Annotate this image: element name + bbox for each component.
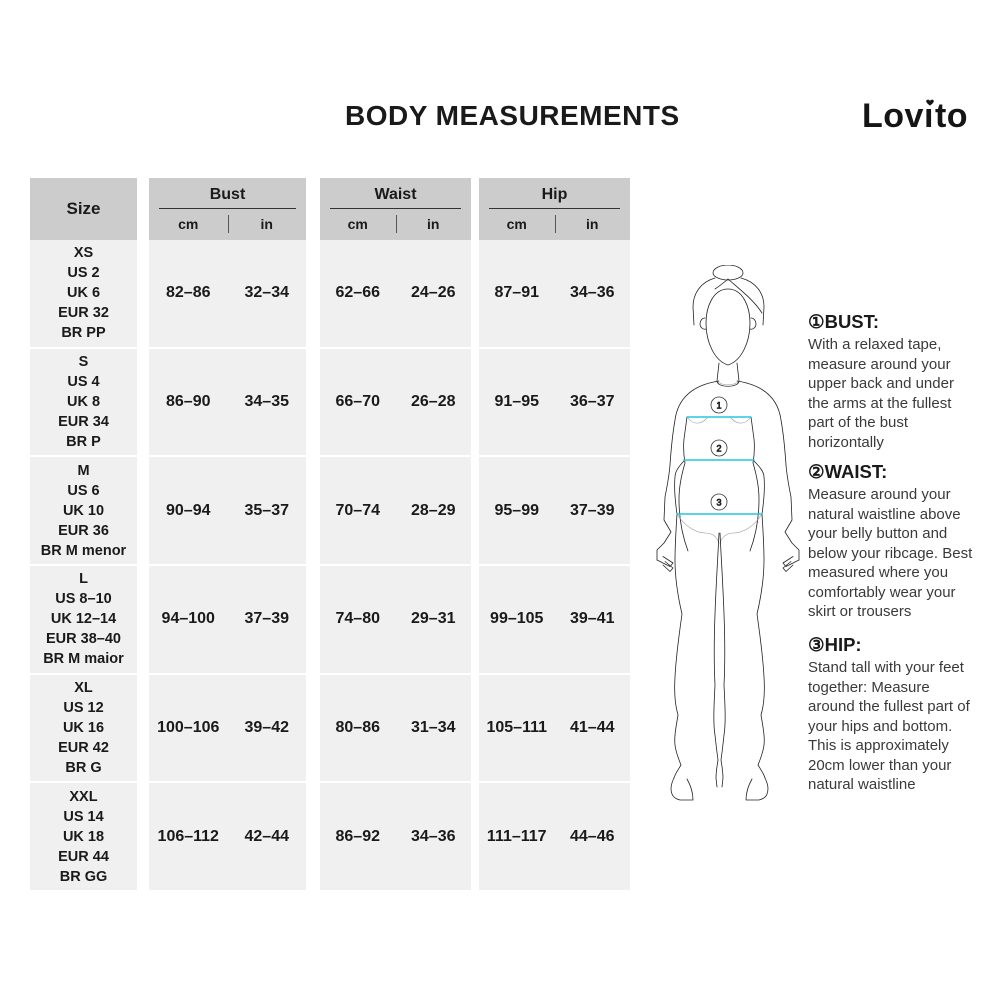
svg-text:2: 2 bbox=[716, 444, 721, 454]
svg-text:1: 1 bbox=[716, 401, 721, 411]
svg-text:3: 3 bbox=[716, 498, 721, 508]
